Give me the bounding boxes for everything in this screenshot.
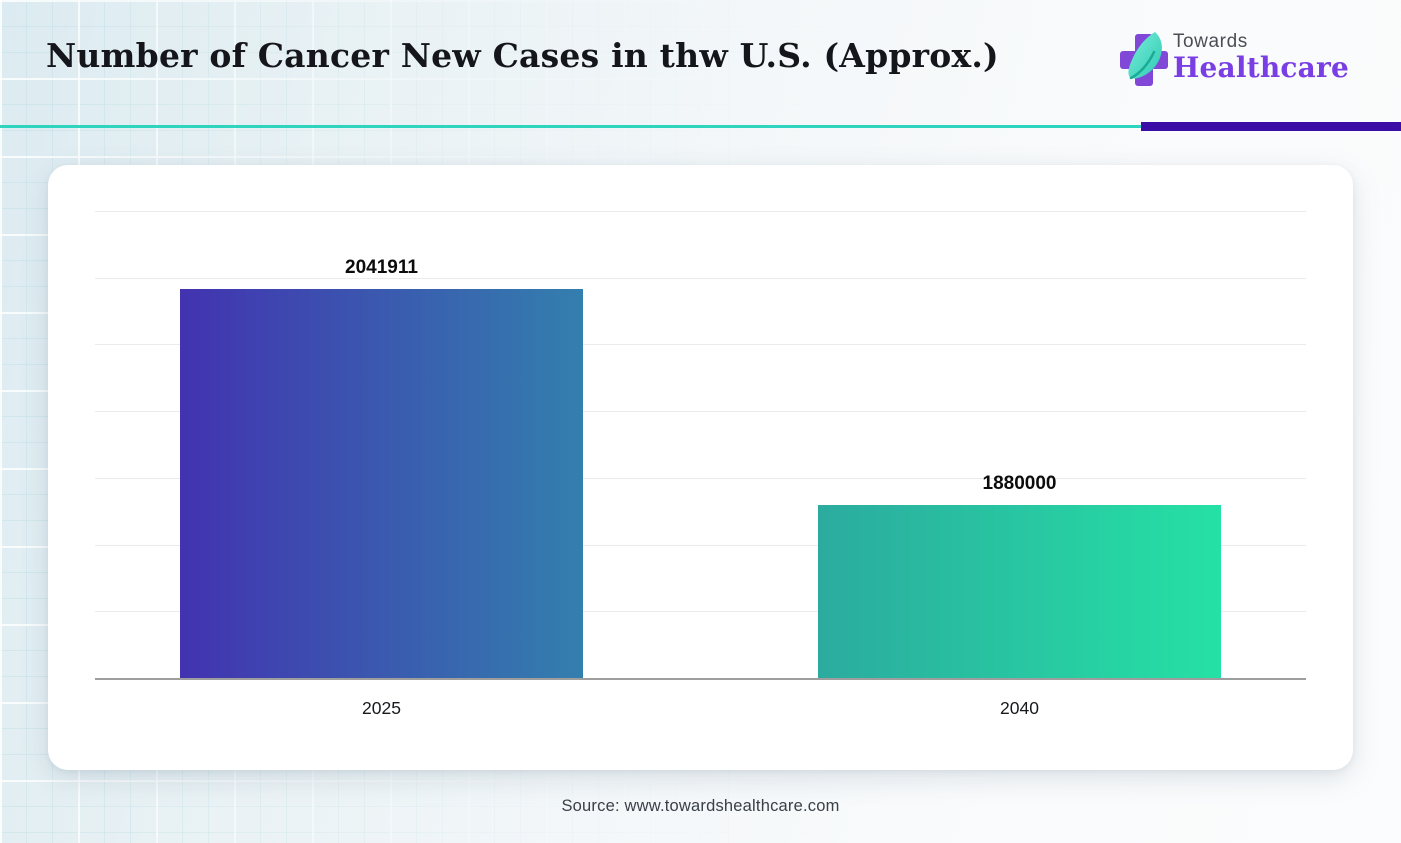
header: Number of Cancer New Cases in thw U.S. (… xyxy=(0,0,1401,131)
chart-card: 2041911 1880000 2025 2040 xyxy=(48,165,1353,770)
gridline xyxy=(95,611,1306,613)
header-divider xyxy=(0,122,1401,131)
logo-healthcare-label: Healthcare xyxy=(1172,51,1349,84)
x-axis-label-2040: 2040 xyxy=(1000,698,1039,718)
x-axis-label-2025: 2025 xyxy=(362,698,401,718)
gridline xyxy=(95,211,1306,212)
gridline xyxy=(95,411,1306,413)
page-title: Number of Cancer New Cases in thw U.S. (… xyxy=(46,36,999,75)
bar-chart-plot: 2041911 1880000 xyxy=(95,211,1306,680)
bar-2025 xyxy=(180,288,583,678)
gridline xyxy=(95,344,1306,346)
gridline xyxy=(95,544,1306,546)
cross-leaf-logo-icon xyxy=(1119,32,1168,86)
towards-healthcare-logo: Towards Healthcare xyxy=(1119,26,1349,88)
bar-2040 xyxy=(818,504,1221,678)
logo-towards-label: Towards xyxy=(1172,31,1248,52)
bar-value-label-2025: 2041911 xyxy=(345,256,418,278)
x-axis-line xyxy=(95,678,1306,680)
x-axis-labels: 2025 2040 xyxy=(95,698,1306,719)
bar-slot-2025: 2041911 xyxy=(180,211,583,678)
gridline xyxy=(95,277,1306,279)
gridline xyxy=(95,477,1306,479)
divider-teal-segment xyxy=(0,125,1141,128)
logo-text: Towards Healthcare xyxy=(1173,32,1349,82)
bar-slot-2040: 1880000 xyxy=(818,211,1221,678)
bar-value-label-2040: 1880000 xyxy=(982,472,1057,494)
bars-row: 2041911 1880000 xyxy=(95,211,1306,678)
source-text: Source: www.towardshealthcare.com xyxy=(561,797,840,815)
divider-indigo-segment xyxy=(1141,122,1401,131)
